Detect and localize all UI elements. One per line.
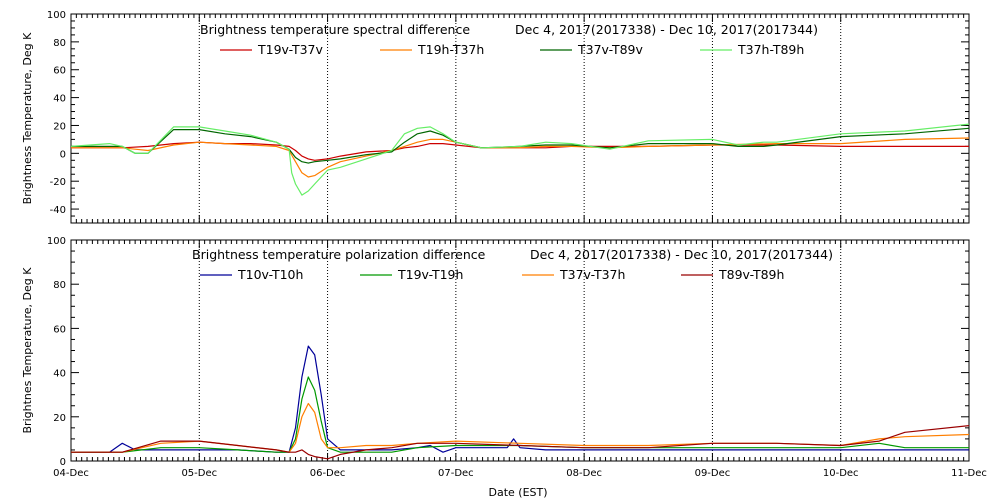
series-group: [71, 345, 969, 460]
y-tick-label: -20: [50, 177, 66, 188]
legend-label: T89v-T89h: [718, 267, 784, 282]
series-line-4: [71, 425, 969, 460]
panel-2: 0 20 40 60 80 100 04-Dec 05-Dec 06-Dec 07-Dec 08-D…: [21, 236, 987, 479]
y-tick-label: -40: [50, 205, 66, 216]
x-tick-label: 04-Dec: [53, 468, 89, 479]
legend-label: T19h-T37h: [417, 42, 484, 57]
y-tick-label: 0: [60, 149, 66, 160]
y-tick-label: 20: [53, 413, 66, 424]
series-line-4: [71, 123, 969, 196]
panel-title: Brightness temperature polarization diff…: [192, 247, 486, 262]
y-axis-title: Brightnes Temperature, Deg K: [21, 267, 34, 434]
y-tick-label: 100: [47, 10, 66, 21]
legend-label: T19v-T19h: [397, 267, 463, 282]
legend-label: T37v-T89v: [577, 42, 644, 57]
y-tick-label: 40: [53, 94, 66, 105]
y-tick-label: 100: [47, 236, 66, 247]
series-line-2: [71, 376, 969, 453]
x-tick-label: 08-Dec: [566, 468, 602, 479]
x-tick-label: 07-Dec: [438, 468, 474, 479]
x-axis-title: Date (EST): [488, 486, 547, 499]
x-tick-label: 06-Dec: [310, 468, 346, 479]
x-tick-label: 05-Dec: [181, 468, 217, 479]
y-tick-label: 80: [53, 280, 66, 291]
y-tick-label: 60: [53, 66, 66, 77]
legend-label: T37v-T37h: [559, 267, 625, 282]
panel-title: Brightness temperature spectral differen…: [200, 22, 470, 37]
series-group: [71, 123, 969, 196]
y-tick-label: 60: [53, 324, 66, 335]
x-tick-label: 10-Dec: [823, 468, 859, 479]
y-tick-label: 40: [53, 369, 66, 380]
legend-label: T19v-T37v: [257, 42, 324, 57]
legend-label: T10v-T10h: [237, 267, 303, 282]
y-axis-title: Brightness Temperature, Deg K: [21, 32, 34, 204]
panel-subtitle: Dec 4, 2017(2017338) - Dec 10, 2017(2017…: [530, 247, 833, 262]
panel-1: -40 -20 0 20 40 60 80 100 Brightness Temperature…: [21, 10, 970, 224]
y-tick-label: 20: [53, 121, 66, 132]
x-tick-label: 11-Dec: [951, 468, 987, 479]
x-tick-label: 09-Dec: [695, 468, 731, 479]
series-line-3: [71, 127, 969, 164]
y-tick-label: 0: [60, 457, 66, 468]
panel-subtitle: Dec 4, 2017(2017338) - Dec 10, 2017(2017…: [515, 22, 818, 37]
y-tick-label: 80: [53, 38, 66, 49]
legend-label: T37h-T89h: [737, 42, 804, 57]
